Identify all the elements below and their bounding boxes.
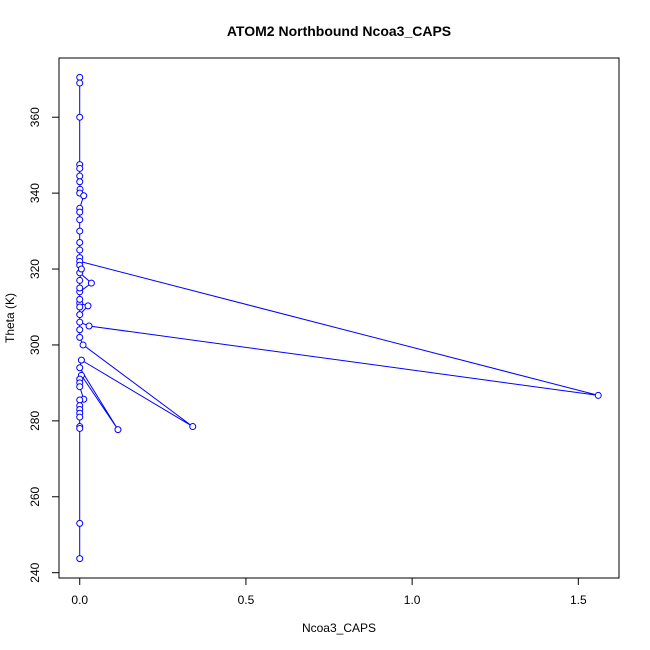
data-point	[76, 326, 84, 334]
data-point	[76, 424, 84, 432]
data-point	[77, 356, 85, 364]
y-tick-label: 360	[28, 107, 42, 127]
x-axis-label: Ncoa3_CAPS	[302, 621, 376, 635]
data-point	[76, 246, 84, 254]
data-point	[76, 413, 84, 421]
data-point	[76, 73, 84, 81]
data-point	[76, 227, 84, 235]
data-point	[77, 265, 85, 273]
data-point	[76, 396, 84, 404]
x-tick-label: 0.5	[238, 593, 255, 607]
y-axis-label: Theta (K)	[3, 293, 17, 343]
data-point	[76, 519, 84, 527]
data-point	[76, 276, 84, 284]
data-point	[76, 284, 84, 292]
data-point	[76, 364, 84, 372]
data-point	[79, 341, 87, 349]
data-point	[114, 426, 122, 434]
y-tick-label: 320	[28, 259, 42, 279]
data-point	[189, 423, 197, 431]
y-tick-label: 300	[28, 335, 42, 355]
data-point	[76, 311, 84, 319]
data-point	[80, 192, 88, 200]
data-point	[76, 178, 84, 186]
data-point	[76, 172, 84, 180]
data-point	[76, 238, 84, 246]
data-point	[87, 279, 95, 287]
x-tick-label: 0.0	[71, 593, 88, 607]
data-point	[76, 383, 84, 391]
data-point	[76, 113, 84, 121]
data-point	[594, 391, 602, 399]
x-tick-label: 1.5	[570, 593, 587, 607]
y-tick-label: 260	[28, 486, 42, 506]
data-point	[76, 555, 84, 563]
chart-title: ATOM2 Northbound Ncoa3_CAPS	[227, 23, 451, 39]
data-point	[76, 295, 84, 303]
data-point	[76, 303, 84, 311]
data-point	[84, 302, 92, 310]
data-point	[76, 164, 84, 172]
y-tick-label: 240	[28, 562, 42, 582]
data-point	[76, 333, 84, 341]
data-point	[76, 79, 84, 87]
data-point	[76, 318, 84, 326]
data-point	[76, 216, 84, 224]
data-point	[76, 208, 84, 216]
y-tick-label: 280	[28, 411, 42, 431]
data-point	[85, 322, 93, 330]
y-tick-label: 340	[28, 183, 42, 203]
x-tick-label: 1.0	[404, 593, 421, 607]
